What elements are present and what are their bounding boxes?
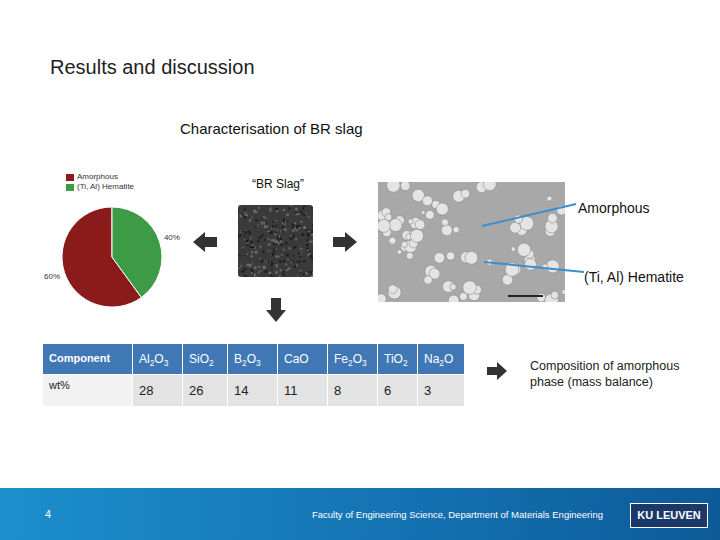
html-text:Faculty of Engineering Science: Faculty of Engineering Science, Departme… [312, 509, 603, 520]
html-text:(Ti, Al) Hematite: (Ti, Al) Hematite [584, 269, 684, 285]
html-text:TiO2: TiO2 [384, 352, 408, 369]
html-text:CaO: CaO [284, 352, 309, 366]
html-text:Fe2O3: Fe2O3 [334, 352, 367, 369]
html-text:KU LEUVEN: KU LEUVEN [637, 509, 701, 521]
html-text:Results and discussion: Results and discussion [50, 56, 255, 78]
html-text:11: 11 [284, 383, 298, 398]
html-text:Amorphous: Amorphous [578, 200, 650, 216]
html-text:Characterisation of BR slag: Characterisation of BR slag [180, 120, 363, 137]
html-text:4: 4 [45, 508, 52, 520]
html-text:Composition of amorphous phase: Composition of amorphous phase (mass bal… [530, 359, 680, 389]
html-text:(Ti, Al) Hematite: (Ti, Al) Hematite [77, 182, 134, 191]
html-text:B2O3: B2O3 [234, 352, 261, 369]
svg-text:60%: 60% [44, 272, 60, 281]
html-text:3: 3 [424, 383, 432, 398]
html-text:wt%: wt% [49, 379, 70, 391]
html-text:6: 6 [384, 383, 392, 398]
html-text:Component: Component [49, 352, 111, 364]
html-text:Na2O: Na2O [424, 352, 454, 369]
html-text:8: 8 [334, 383, 342, 398]
html-text:Al2O3: Al2O3 [139, 352, 169, 369]
html-text:28: 28 [139, 383, 154, 398]
html-text:SiO2: SiO2 [189, 352, 214, 369]
html-text:26: 26 [189, 383, 204, 398]
svg-text:40%: 40% [164, 233, 180, 242]
html-text:14: 14 [234, 383, 249, 398]
html-text:“BR Slag”: “BR Slag” [252, 177, 304, 191]
html-text:Amorphous: Amorphous [77, 172, 118, 181]
